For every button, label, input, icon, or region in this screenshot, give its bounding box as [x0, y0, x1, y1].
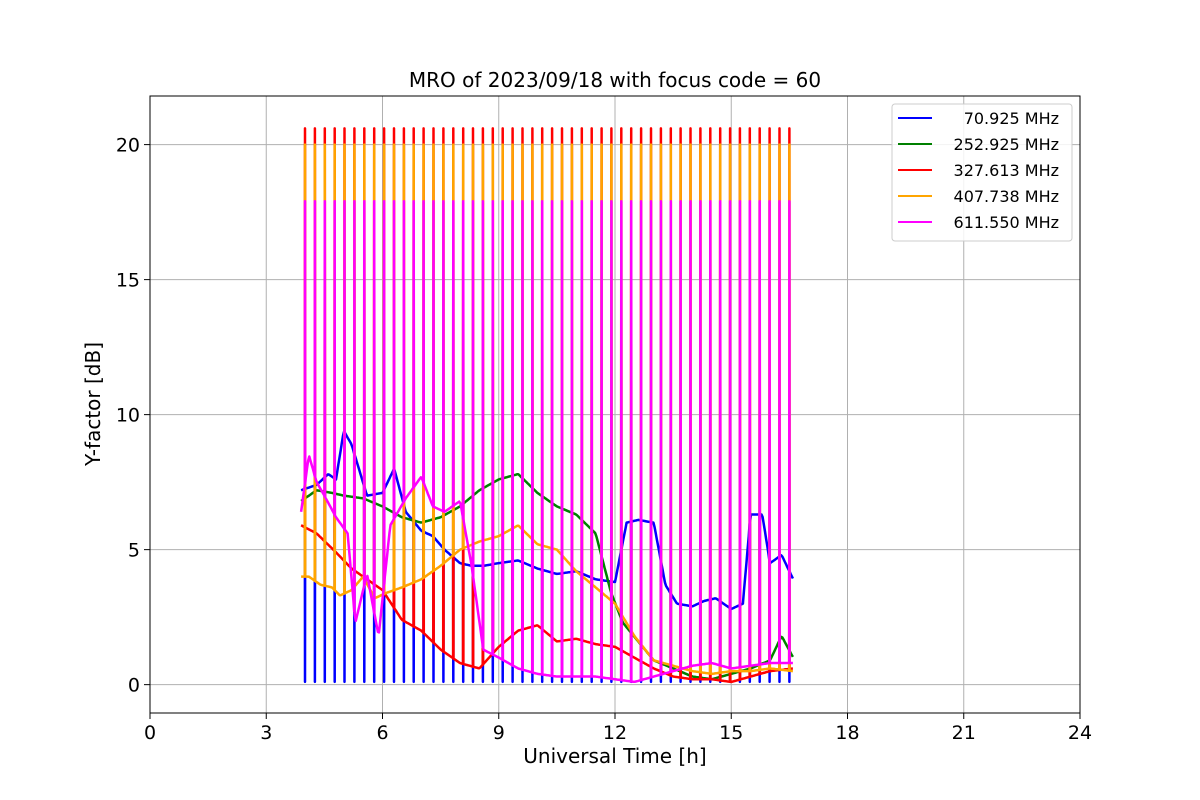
- chart-title: MRO of 2023/09/18 with focus code = 60: [409, 68, 821, 92]
- x-tick-label: 9: [493, 722, 505, 744]
- x-tick-label: 24: [1068, 722, 1092, 744]
- legend-label: 252.925 MHz: [954, 135, 1059, 154]
- y-tick-label: 20: [116, 135, 140, 157]
- y-tick-label: 0: [128, 675, 140, 697]
- x-tick-label: 15: [719, 722, 743, 744]
- legend-box: [891, 103, 1073, 242]
- x-axis-label: Universal Time [h]: [523, 744, 706, 768]
- y-tick-label: 10: [116, 405, 140, 427]
- series-line-5: [299, 200, 793, 684]
- y-axis: 0 5 10 15 20: [116, 135, 150, 697]
- x-tick-label: 6: [376, 722, 388, 744]
- x-axis: 0 3 6 9 12 15 18 21 24: [144, 713, 1092, 744]
- y-tick-label: 15: [116, 270, 140, 292]
- x-tick-label: 3: [260, 722, 272, 744]
- x-tick-label: 18: [835, 722, 859, 744]
- legend-label: 611.550 MHz: [954, 213, 1059, 232]
- x-tick-label: 12: [603, 722, 627, 744]
- legend-label: 327.613 MHz: [954, 161, 1059, 180]
- y-tick-label: 5: [128, 540, 140, 562]
- y-axis-label: Y-factor [dB]: [81, 342, 105, 467]
- legend-label: 407.738 MHz: [954, 187, 1059, 206]
- x-tick-label: 0: [144, 722, 156, 744]
- legend: 70.925 MHz 252.925 MHz 327.613 MHz 407.738 …: [891, 103, 1073, 242]
- series-layer: [299, 127, 795, 684]
- legend-label: 70.925 MHz: [964, 109, 1059, 128]
- x-tick-label: 21: [952, 722, 976, 744]
